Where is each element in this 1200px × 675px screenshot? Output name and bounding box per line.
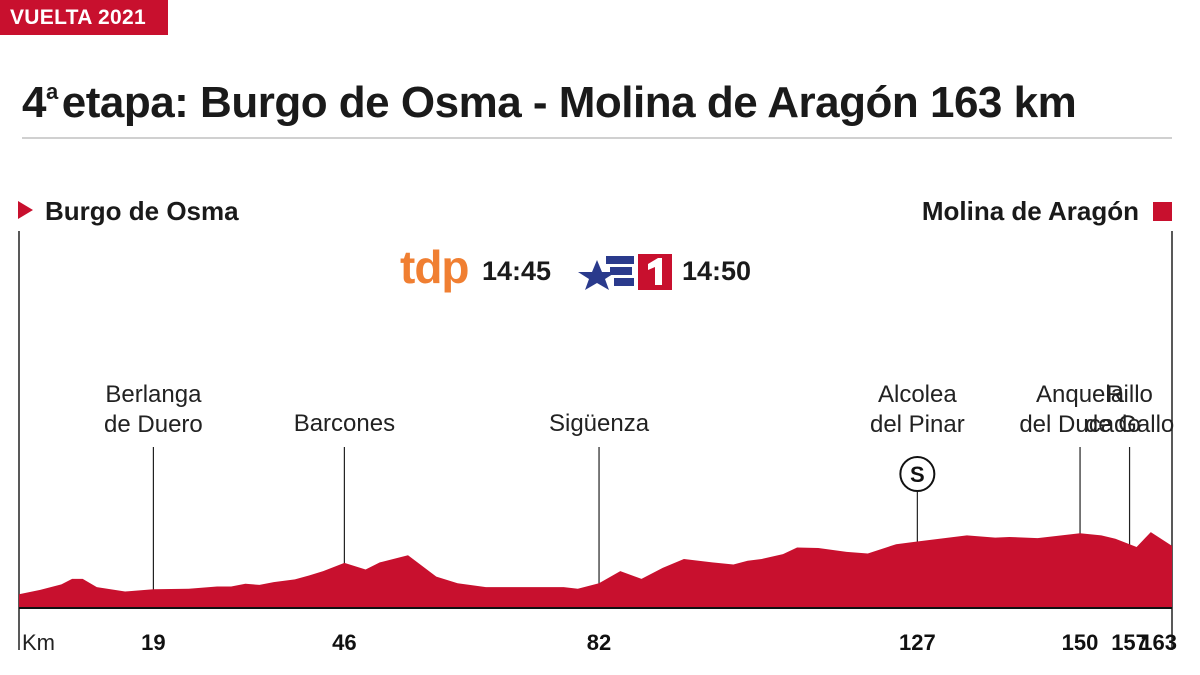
start-triangle-icon	[18, 201, 33, 219]
sprint-marker-label: S	[910, 462, 925, 487]
stage-ordinal: 4	[22, 78, 46, 127]
x-tick-label-127: 127	[899, 630, 936, 655]
x-tick-label-82: 82	[587, 630, 611, 655]
title-divider	[22, 137, 1172, 139]
finish-label: Molina de Aragón	[922, 196, 1172, 227]
sprint-marker-icon	[899, 456, 936, 492]
waypoint-label-3: Sigüenza	[549, 410, 650, 437]
race-tag: VUELTA 2021	[0, 0, 168, 35]
finish-label-text: Molina de Aragón	[921, 196, 1139, 226]
x-tick-label-150: 150	[1062, 630, 1099, 655]
stage-title: 4aetapa: Burgo de Osma - Molina de Aragó…	[22, 78, 1077, 128]
la1-icon	[578, 254, 672, 290]
elevation-profile-area	[19, 532, 1172, 608]
x-tick-label-46: 46	[332, 630, 356, 655]
start-label-text: Burgo de Osma	[45, 196, 239, 226]
finish-square-icon	[1153, 202, 1172, 221]
x-tick-label-163: 163	[1140, 630, 1177, 655]
la1-time: 14:50	[682, 256, 752, 286]
x-tick-label-157: 157	[1111, 630, 1148, 655]
waypoint-label-5: Anquela del Ducado	[1019, 381, 1140, 438]
tdp-time: 14:45	[482, 256, 552, 286]
stage-ordinal-suffix: a	[45, 79, 58, 104]
stage-title-text: etapa: Burgo de Osma - Molina de Aragón …	[61, 78, 1077, 127]
start-label: Burgo de Osma	[18, 196, 239, 227]
x-tick-label-19: 19	[141, 630, 165, 655]
waypoint-label-4: Alcolea del Pinar	[870, 381, 965, 438]
x-axis-title: Km	[22, 630, 55, 655]
waypoint-label-6: Rillo de Gallo	[1085, 381, 1174, 438]
tdp-logo: tdp	[400, 241, 470, 293]
waypoint-label-2: Barcones	[294, 410, 395, 437]
waypoint-label-1: Berlanga de Duero	[104, 381, 203, 438]
